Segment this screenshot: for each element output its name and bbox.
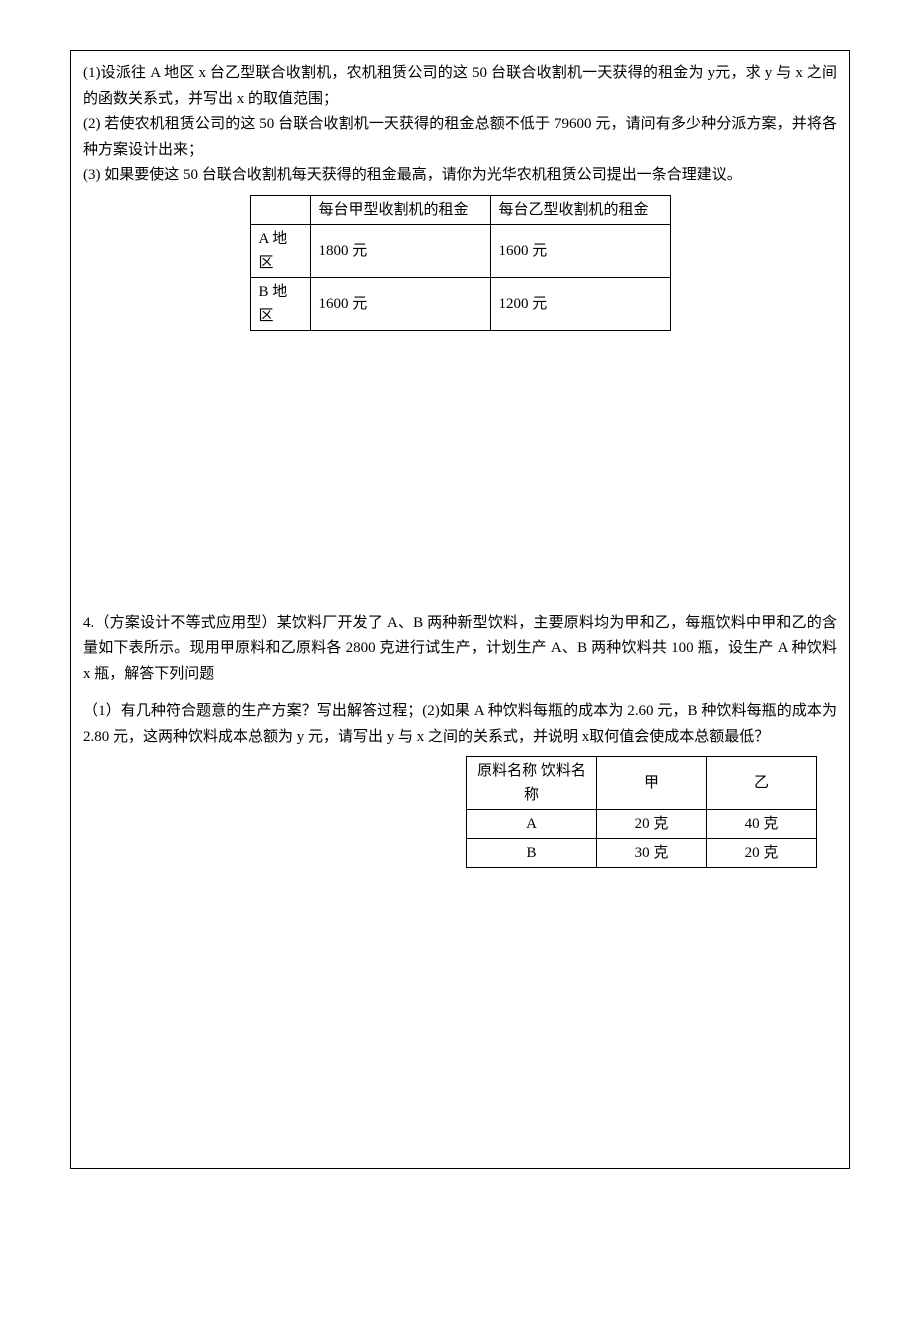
p4-cell: A xyxy=(467,810,597,839)
table-row: A 20 克 40 克 xyxy=(467,810,817,839)
p4-table-wrap: 原料名称 饮料名称 甲 乙 A 20 克 40 克 B 30 克 20 克 xyxy=(83,756,837,868)
table-row: B 30 克 20 克 xyxy=(467,839,817,868)
p3-th-yi: 每台乙型收割机的租金 xyxy=(490,195,670,224)
p3-table-wrap: 每台甲型收割机的租金 每台乙型收割机的租金 A 地区 1800 元 1600 元… xyxy=(83,195,837,331)
p3-table: 每台甲型收割机的租金 每台乙型收割机的租金 A 地区 1800 元 1600 元… xyxy=(250,195,671,331)
p4-th-jia: 甲 xyxy=(597,757,707,810)
p4-cell: 40 克 xyxy=(707,810,817,839)
p3-q3: (3) 如果要使这 50 台联合收割机每天获得的租金最高，请你为光华农机租赁公司… xyxy=(83,163,837,189)
p3-th-blank xyxy=(250,195,310,224)
p3-cell: 1600 元 xyxy=(490,224,670,277)
p4-cell: B xyxy=(467,839,597,868)
spacer xyxy=(83,687,837,699)
p3-q1: (1)设派往 A 地区 x 台乙型联合收割机，农机租赁公司的这 50 台联合收割… xyxy=(83,61,837,112)
p4-table: 原料名称 饮料名称 甲 乙 A 20 克 40 克 B 30 克 20 克 xyxy=(466,756,817,868)
p3-cell: 1200 元 xyxy=(490,277,670,330)
p4-intro: 4.（方案设计不等式应用型）某饮料厂开发了 A、B 两种新型饮料，主要原料均为甲… xyxy=(83,611,837,688)
table-row: B 地区 1600 元 1200 元 xyxy=(250,277,670,330)
p3-th-jia: 每台甲型收割机的租金 xyxy=(310,195,490,224)
p4-cell: 30 克 xyxy=(597,839,707,868)
p4-th-name: 原料名称 饮料名称 xyxy=(467,757,597,810)
p4-th-yi: 乙 xyxy=(707,757,817,810)
p3-cell: A 地区 xyxy=(250,224,310,277)
p3-q2: (2) 若使农机租赁公司的这 50 台联合收割机一天获得的租金总额不低于 796… xyxy=(83,112,837,163)
spacer xyxy=(83,331,837,611)
table-row: 每台甲型收割机的租金 每台乙型收割机的租金 xyxy=(250,195,670,224)
page-frame: (1)设派往 A 地区 x 台乙型联合收割机，农机租赁公司的这 50 台联合收割… xyxy=(70,50,850,1169)
p3-cell: B 地区 xyxy=(250,277,310,330)
p4-q: （1）有几种符合题意的生产方案？写出解答过程；(2)如果 A 种饮料每瓶的成本为… xyxy=(83,699,837,750)
p3-cell: 1600 元 xyxy=(310,277,490,330)
p4-cell: 20 克 xyxy=(707,839,817,868)
table-row: A 地区 1800 元 1600 元 xyxy=(250,224,670,277)
table-row: 原料名称 饮料名称 甲 乙 xyxy=(467,757,817,810)
content-cell: (1)设派往 A 地区 x 台乙型联合收割机，农机租赁公司的这 50 台联合收割… xyxy=(71,51,849,1168)
p4-cell: 20 克 xyxy=(597,810,707,839)
p3-cell: 1800 元 xyxy=(310,224,490,277)
